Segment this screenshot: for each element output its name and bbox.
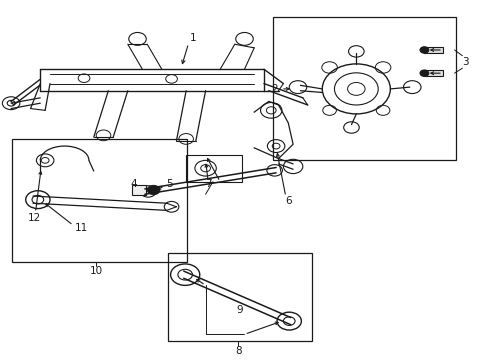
- Circle shape: [147, 185, 160, 195]
- Bar: [424, 70, 442, 76]
- Bar: [272, 18, 455, 160]
- Text: 11: 11: [75, 223, 88, 233]
- Text: 2: 2: [271, 84, 277, 94]
- Bar: [132, 185, 145, 195]
- Bar: [424, 47, 442, 53]
- Circle shape: [419, 70, 428, 76]
- Text: 3: 3: [462, 57, 468, 67]
- Text: 10: 10: [89, 266, 102, 276]
- Text: 12: 12: [27, 212, 41, 222]
- Bar: [167, 253, 311, 342]
- Text: 8: 8: [234, 346, 241, 356]
- Text: 1: 1: [190, 33, 196, 43]
- Text: 9: 9: [236, 305, 243, 315]
- Text: 4: 4: [130, 179, 137, 189]
- Text: 6: 6: [285, 197, 291, 206]
- Text: 5: 5: [165, 179, 172, 189]
- Circle shape: [419, 47, 428, 53]
- Bar: [12, 139, 187, 262]
- Bar: [186, 155, 242, 182]
- Text: 7: 7: [204, 179, 211, 189]
